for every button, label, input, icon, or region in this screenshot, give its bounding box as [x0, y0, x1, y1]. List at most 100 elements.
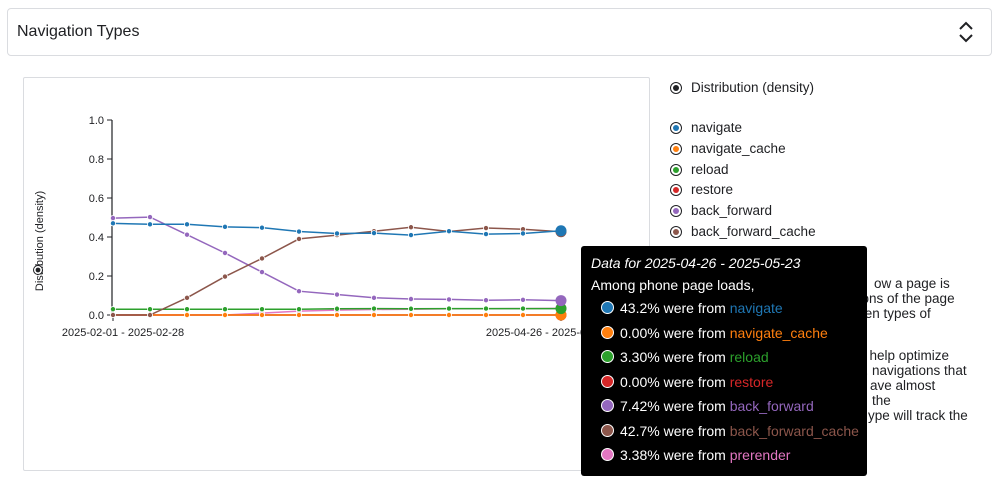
tooltip-value: 0.00% [620, 324, 660, 341]
section-title: Navigation Types [17, 23, 140, 40]
description-line: the [872, 393, 891, 408]
data-point [333, 230, 340, 237]
tooltip-series-name: back_forward [729, 398, 814, 414]
tooltip-connector: were from [659, 324, 730, 341]
legend-item-label: reload [691, 162, 729, 177]
data-point [370, 305, 377, 312]
tooltip-series-name: navigate [729, 300, 783, 316]
data-point [333, 291, 340, 298]
tooltip-value: 3.38% [620, 447, 660, 463]
tooltip-series-name: prerender [729, 447, 791, 463]
tooltip-swatch-icon [601, 399, 614, 412]
data-point [370, 311, 377, 318]
tooltip-value: 7.42% [620, 398, 660, 414]
data-point [183, 231, 190, 238]
data-point [147, 221, 154, 228]
data-point [110, 215, 117, 222]
tooltip-connector: were from [659, 300, 730, 316]
data-point [445, 228, 452, 235]
description-line: ctions of the page [848, 291, 955, 306]
data-point [147, 214, 154, 221]
data-point [295, 228, 302, 235]
description-line: ave almost [870, 378, 936, 393]
tooltip-value: 3.30% [620, 349, 660, 365]
data-point [482, 225, 489, 232]
data-point [221, 306, 228, 313]
data-point [407, 224, 414, 231]
data-point [519, 305, 526, 312]
tooltip-connector: were from [659, 398, 730, 414]
y-tick-label: 0.8 [89, 154, 104, 166]
tooltip-swatch-icon [601, 325, 614, 339]
swatch-fill [673, 125, 679, 131]
y-tick-label: 0.6 [89, 193, 104, 205]
y-tick-label: 1.0 [89, 115, 104, 127]
data-point [258, 311, 265, 318]
data-point [147, 306, 154, 313]
data-point [555, 225, 567, 237]
swatch-fill [673, 167, 679, 173]
legend-item-label: navigate_cache [691, 141, 786, 156]
legend-item-label: back_forward [691, 203, 773, 218]
tooltip-swatch-icon [601, 448, 614, 461]
tooltip-swatch-icon [601, 374, 614, 388]
legend-swatch-icon [670, 205, 682, 217]
description-line: s help optimize [859, 348, 950, 363]
chart-card: 1.0 0.8 0.6 0.4 0.2 0.0 2025-02-01 - 2025-02-2… [23, 77, 650, 471]
data-point [482, 305, 489, 312]
data-point [445, 311, 452, 318]
data-point [295, 235, 302, 242]
data-point [333, 311, 340, 318]
legend-swatch-icon [670, 226, 682, 238]
data-point [221, 273, 228, 280]
tooltip-series-name: back_forward_cache [729, 422, 859, 439]
tooltip-connector: were from [659, 447, 730, 463]
data-point [183, 306, 190, 313]
data-point [295, 306, 302, 313]
tooltip-subtitle: Among phone page loads, [591, 277, 755, 293]
legend-item-label: navigate [691, 120, 743, 135]
series-line-back-forward-cache [113, 226, 562, 316]
data-point [407, 305, 414, 312]
tooltip-swatch-icon [601, 423, 614, 437]
data-point [183, 294, 190, 301]
data-point [482, 311, 489, 318]
data-point [519, 296, 526, 303]
description-line: ow a page is [874, 276, 950, 291]
data-point [295, 288, 302, 295]
data-point [370, 230, 377, 237]
tooltip-connector: were from [659, 349, 730, 365]
y-tick-label: 0.2 [89, 271, 104, 283]
data-point [555, 295, 567, 307]
data-point [221, 223, 228, 230]
tooltip-connector: were from [659, 373, 730, 390]
legend-swatch-icon [670, 143, 682, 155]
description-line: ype will track the [868, 408, 968, 423]
data-point [110, 220, 117, 227]
data-point [221, 311, 228, 318]
swatch-fill [673, 187, 679, 193]
unfold-icon[interactable] [955, 19, 977, 45]
legend-swatch-icon [670, 122, 682, 134]
metric-description: ow a page is ctions of the page ven type… [672, 276, 972, 423]
line-chart[interactable]: 1.0 0.8 0.6 0.4 0.2 0.0 2025-02-01 - 2025-02-2… [24, 78, 649, 470]
y-axis-label: Distribution (density) [34, 191, 46, 291]
tooltip-series-name: reload [729, 349, 769, 365]
data-point [183, 311, 190, 318]
radio-selected-dot [35, 267, 41, 273]
chart-tooltip: Data for 2025-04-26 - 2025-05-23 Among p… [581, 246, 867, 476]
radio-selected-icon[interactable] [670, 82, 682, 94]
legend-item-label: back_forward_cache [691, 224, 816, 239]
section-header[interactable]: Navigation Types [7, 8, 992, 56]
data-point [295, 311, 302, 318]
tooltip-series-name: restore [729, 373, 774, 390]
data-point [258, 224, 265, 231]
data-point [519, 230, 526, 237]
swatch-fill [673, 229, 679, 235]
tooltip-swatch-icon [601, 350, 614, 363]
tooltip-swatch-icon [601, 301, 614, 314]
description-line: e, navigations that [857, 363, 967, 378]
data-point [110, 306, 117, 313]
data-point [482, 297, 489, 304]
data-point [445, 305, 452, 312]
